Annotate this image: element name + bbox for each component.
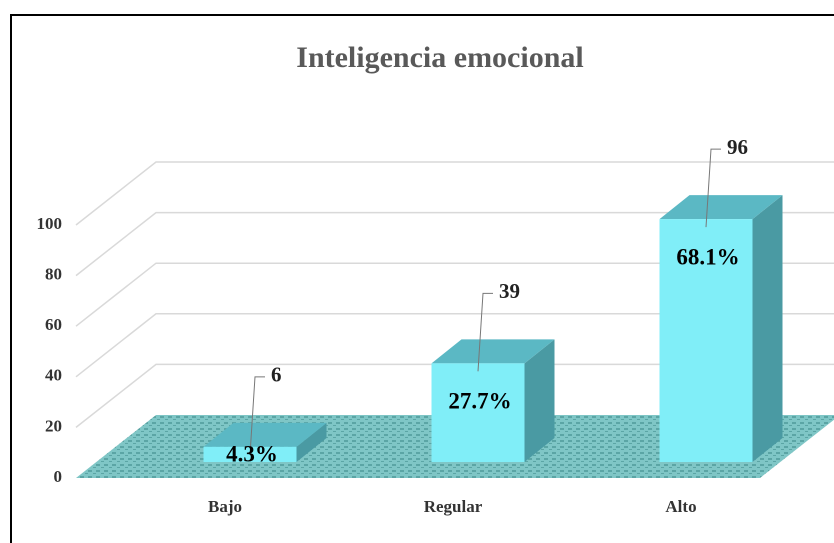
bar-side [296, 422, 327, 462]
grid-line [75, 211, 834, 277]
grid-line [75, 363, 834, 428]
percent-label: 68.1% [676, 244, 739, 269]
bar-top [659, 195, 783, 220]
value-label: 39 [499, 279, 520, 303]
value-label: 96 [727, 135, 748, 159]
y-tick-label: 20 [45, 416, 62, 435]
y-tick-label: 80 [45, 265, 62, 284]
bar [659, 219, 753, 462]
y-tick-label: 40 [45, 366, 62, 385]
bar-side [752, 195, 783, 462]
leader-line [705, 148, 721, 228]
y-tick-label: 100 [37, 214, 63, 233]
leader-line [249, 376, 265, 455]
percent-label: 4.3% [226, 442, 278, 467]
y-tick-label: 60 [45, 315, 62, 334]
bar-top [431, 339, 555, 364]
bar-top [203, 422, 327, 447]
y-tick-label: 0 [54, 467, 63, 486]
x-tick-label: Alto [665, 497, 696, 516]
grid-line [75, 313, 834, 378]
leader-line [477, 292, 493, 372]
chart-title: Inteligencia emocional [296, 41, 583, 74]
grid-line [75, 262, 834, 327]
percent-label: 27.7% [448, 389, 511, 414]
x-tick-label: Regular [424, 497, 483, 516]
bar-side [524, 339, 555, 462]
x-tick-label: Bajo [208, 497, 242, 516]
value-label: 6 [271, 363, 282, 387]
bar [431, 363, 525, 462]
grid-line [75, 161, 834, 226]
